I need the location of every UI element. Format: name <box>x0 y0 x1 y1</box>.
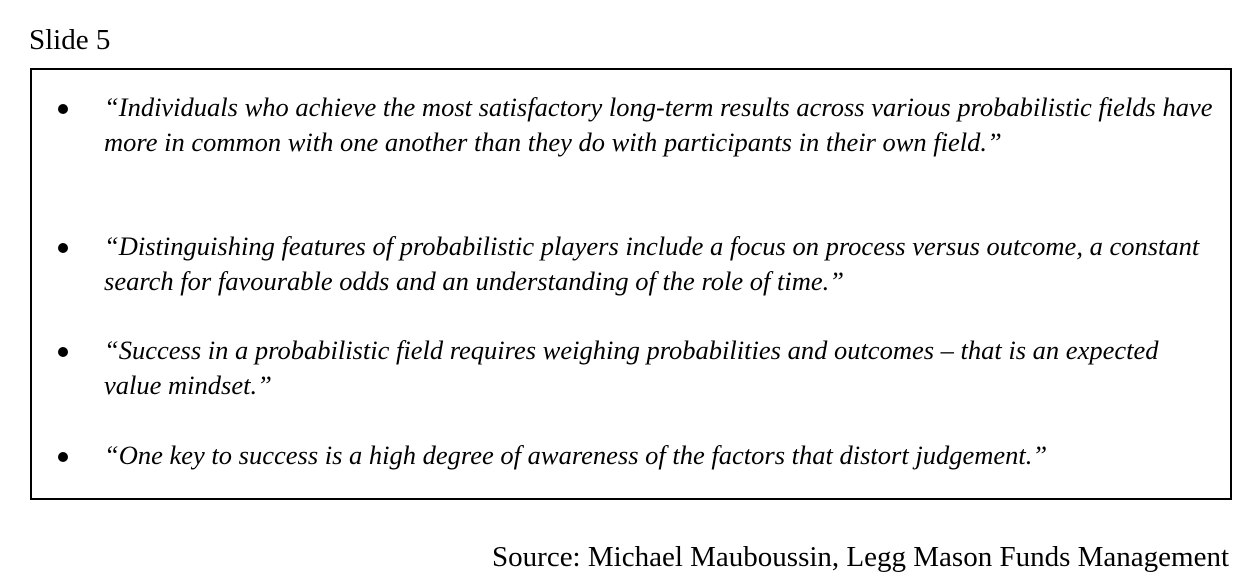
quote-text: “Success in a probabilistic field requir… <box>104 335 1159 400</box>
quote-item: “Individuals who achieve the most satisf… <box>32 90 1232 170</box>
bullet-icon <box>58 243 68 253</box>
bullet-icon <box>58 347 68 357</box>
bullet-icon <box>58 452 68 462</box>
bullet-icon <box>58 104 68 114</box>
quote-text: “Individuals who achieve the most satisf… <box>104 92 1213 157</box>
slide-number-label: Slide 5 <box>29 24 111 56</box>
quote-item: “Distinguishing features of probabilisti… <box>32 229 1232 309</box>
quote-text: “One key to success is a high degree of … <box>104 440 1048 470</box>
quote-box: “Individuals who achieve the most satisf… <box>30 68 1232 500</box>
quote-text: “Distinguishing features of probabilisti… <box>104 231 1200 296</box>
quote-item: “Success in a probabilistic field requir… <box>32 333 1232 413</box>
quote-item: “One key to success is a high degree of … <box>32 438 1232 518</box>
source-citation: Source: Michael Mauboussin, Legg Mason F… <box>492 541 1229 573</box>
